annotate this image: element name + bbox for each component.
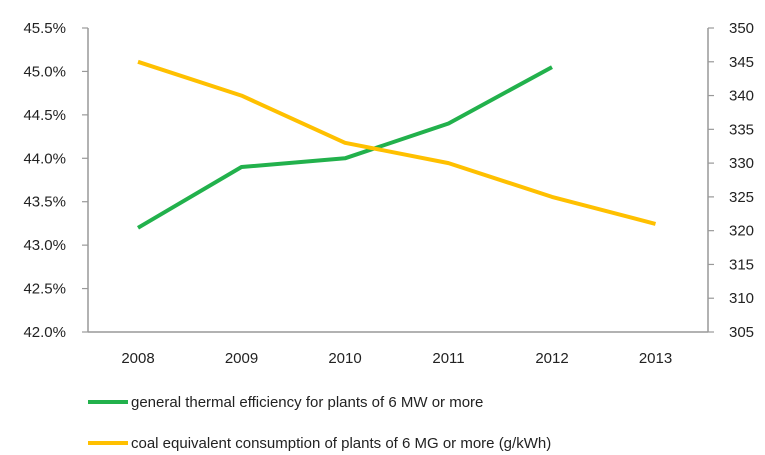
x-tick-label: 2011 — [432, 350, 464, 367]
right-tick-label: 340 — [729, 88, 754, 105]
left-tick-label: 44.0% — [23, 150, 66, 167]
x-tick-label: 2012 — [535, 350, 568, 367]
right-tick-label: 305 — [729, 324, 754, 341]
right-tick-label: 335 — [729, 121, 754, 138]
x-tick-label: 2008 — [121, 350, 154, 367]
x-tick-label: 2010 — [328, 350, 361, 367]
legend-label: coal equivalent consumption of plants of… — [131, 435, 551, 452]
x-axis-ticks: 2008 2009 2010 2011 2012 2013 — [121, 350, 672, 367]
left-tick-label: 45.5% — [23, 20, 66, 37]
x-tick-label: 2013 — [639, 350, 672, 367]
left-tick-label: 43.5% — [23, 194, 66, 211]
left-tick-label: 45.0% — [23, 63, 66, 80]
right-axis-ticks: 305 310 315 320 325 330 335 340 345 350 — [708, 20, 754, 341]
x-tick-label: 2009 — [225, 350, 258, 367]
series-line-1 — [136, 65, 553, 230]
right-tick-label: 345 — [729, 54, 754, 71]
right-tick-label: 350 — [729, 20, 754, 37]
legend-label: general thermal efficiency for plants of… — [131, 394, 483, 411]
legend-item: general thermal efficiency for plants of… — [88, 394, 483, 411]
left-tick-label: 42.5% — [23, 281, 66, 298]
left-tick-label: 42.0% — [23, 324, 66, 341]
left-axis-ticks: 42.0% 42.5% 43.0% 43.5% 44.0% 44.5% 45.0% 45.5% — [23, 20, 88, 341]
series-line-2 — [137, 59, 657, 226]
legend-item: coal equivalent consumption of plants of… — [88, 435, 551, 452]
left-tick-label: 44.5% — [23, 107, 66, 124]
right-tick-label: 315 — [729, 256, 754, 273]
legend: general thermal efficiency for plants of… — [88, 394, 551, 452]
right-tick-label: 310 — [729, 290, 754, 307]
right-tick-label: 325 — [729, 189, 754, 206]
series-layer — [136, 59, 657, 230]
right-tick-label: 320 — [729, 223, 754, 240]
right-tick-label: 330 — [729, 155, 754, 172]
left-tick-label: 43.0% — [23, 237, 66, 254]
